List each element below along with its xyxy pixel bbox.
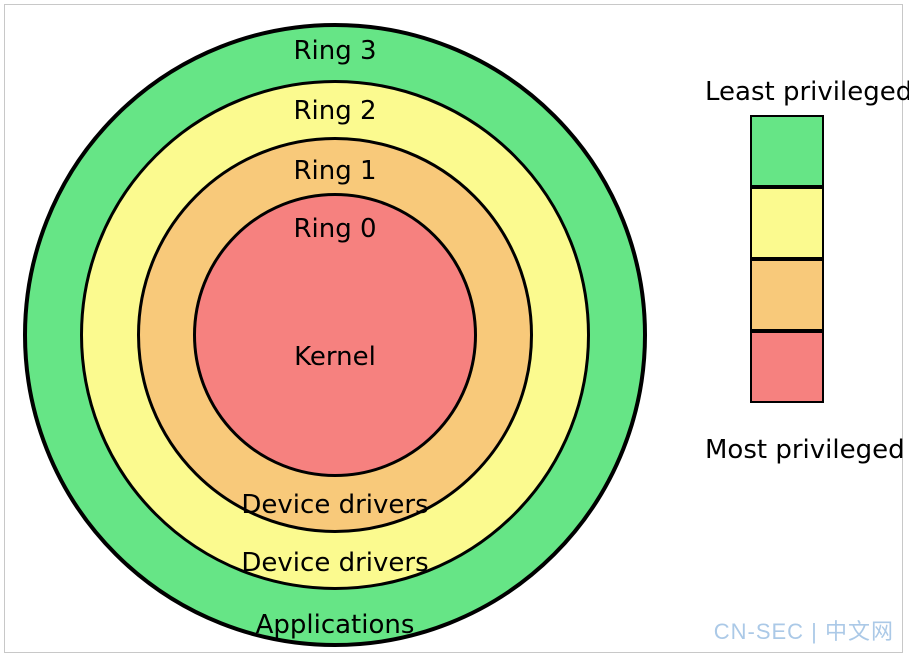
legend-swatch-ring1 (750, 259, 824, 331)
legend-bottom-label: Most privileged (705, 435, 905, 465)
legend-swatch-ring0 (750, 331, 824, 403)
ring-1-top-label: Ring 1 (293, 156, 376, 186)
watermark-text: CN-SEC | 中文网 (714, 614, 894, 646)
ring-1-bottom-label: Device drivers (241, 490, 428, 520)
legend-swatch-ring2 (750, 187, 824, 259)
ring-2-bottom-label: Device drivers (241, 548, 428, 578)
ring-3-top-label: Ring 3 (293, 36, 376, 66)
ring-0-top-label: Ring 0 (293, 214, 376, 244)
ring-2-top-label: Ring 2 (293, 96, 376, 126)
legend-top-label: Least privileged (705, 77, 909, 107)
privilege-rings-diagram: Ring 3 Ring 2 Ring 1 Ring 0 Kernel Devic… (15, 15, 655, 655)
diagram-frame: Ring 3 Ring 2 Ring 1 Ring 0 Kernel Devic… (4, 4, 903, 653)
legend-swatch-ring3 (750, 115, 824, 187)
ring-3-bottom-label: Applications (256, 610, 415, 640)
ring-0-bottom-label: Kernel (294, 342, 376, 372)
